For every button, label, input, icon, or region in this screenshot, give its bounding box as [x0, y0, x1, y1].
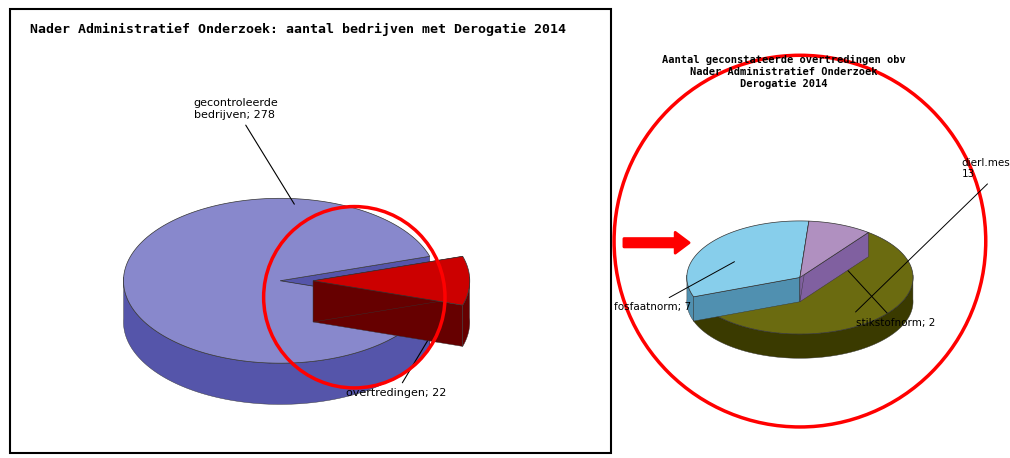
Polygon shape: [280, 281, 429, 346]
Text: stikstofnorm; 2: stikstofnorm; 2: [838, 260, 936, 328]
Polygon shape: [687, 275, 694, 321]
Polygon shape: [800, 221, 809, 302]
Polygon shape: [800, 233, 869, 302]
Text: overtredingen; 22: overtredingen; 22: [346, 312, 446, 398]
Text: Aantal geconstateerde overtredingen obv
Nader Administratief Onderzoek
Derogatie: Aantal geconstateerde overtredingen obv …: [662, 55, 906, 88]
Polygon shape: [313, 256, 463, 322]
Polygon shape: [313, 281, 463, 346]
Polygon shape: [800, 233, 869, 302]
Polygon shape: [694, 233, 913, 334]
Polygon shape: [800, 221, 869, 278]
Polygon shape: [123, 277, 429, 404]
Text: Nader Administratief Onderzoek: aantal bedrijven met Derogatie 2014: Nader Administratief Onderzoek: aantal b…: [30, 23, 567, 36]
Polygon shape: [463, 277, 470, 346]
FancyArrowPatch shape: [624, 232, 689, 253]
Polygon shape: [694, 278, 800, 321]
Polygon shape: [694, 278, 800, 321]
Polygon shape: [800, 221, 809, 302]
Polygon shape: [313, 256, 470, 305]
Text: dierl.mestnorm;
13: dierl.mestnorm; 13: [855, 158, 1010, 312]
Text: gecontroleerde
bedrijven; 278: gecontroleerde bedrijven; 278: [194, 98, 294, 204]
Polygon shape: [687, 221, 809, 297]
Polygon shape: [280, 256, 429, 322]
Polygon shape: [694, 275, 913, 358]
Polygon shape: [123, 198, 429, 363]
Text: fosfaatnorm; 7: fosfaatnorm; 7: [614, 262, 734, 312]
